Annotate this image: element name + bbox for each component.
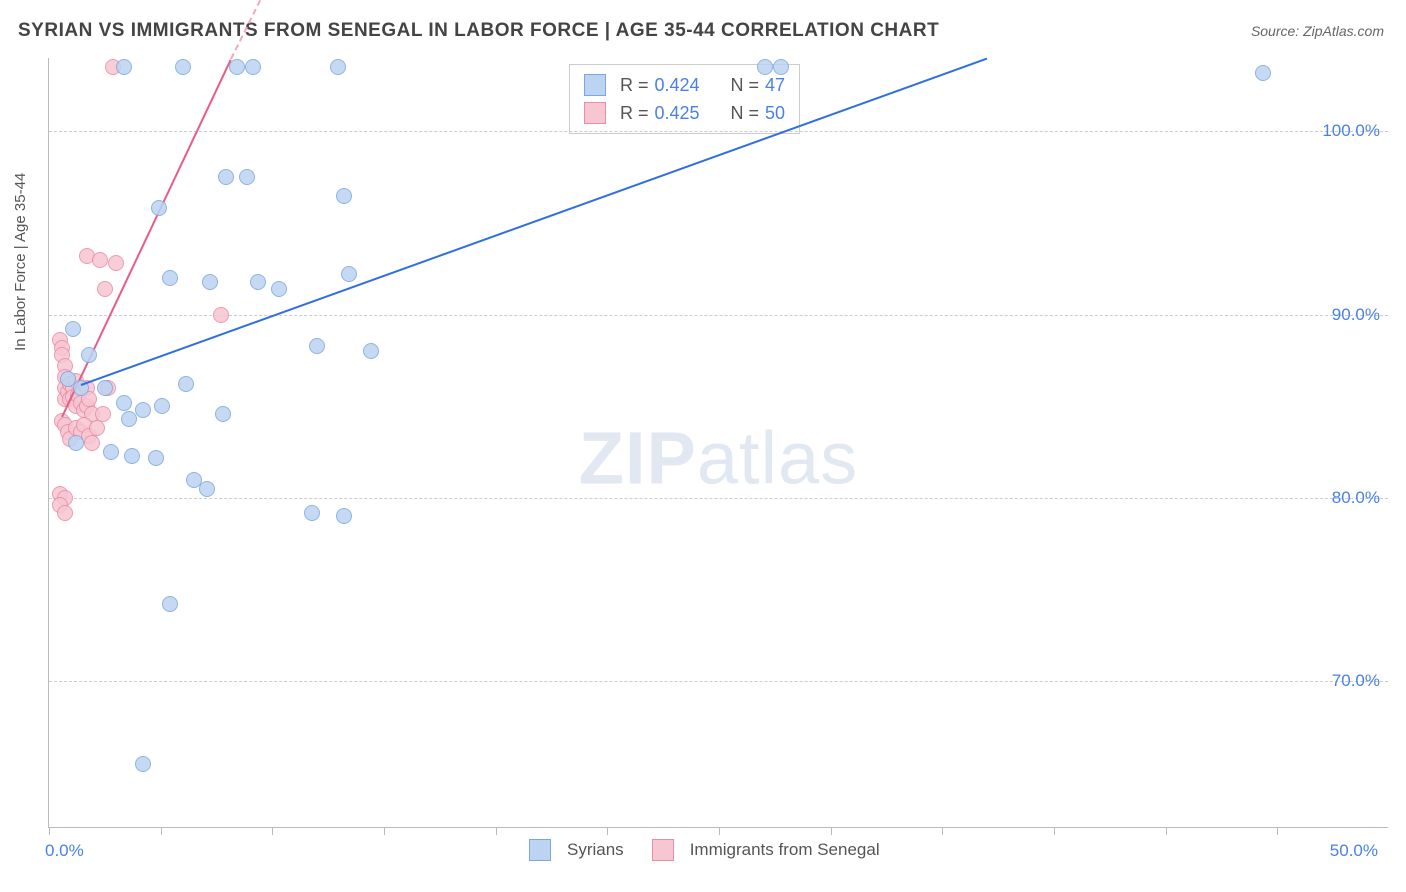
data-point — [103, 444, 119, 460]
data-point — [175, 59, 191, 75]
data-point — [65, 321, 81, 337]
data-point — [95, 406, 111, 422]
legend-swatch-senegal — [584, 102, 606, 124]
data-point — [84, 435, 100, 451]
x-tick — [607, 827, 608, 835]
trend-line — [61, 59, 232, 417]
data-point — [215, 406, 231, 422]
legend-label-syrians: Syrians — [567, 840, 624, 860]
r-label: R = — [620, 71, 649, 99]
data-point — [92, 252, 108, 268]
x-axis-max-label: 50.0% — [1330, 841, 1378, 861]
data-point — [135, 756, 151, 772]
chart-title: SYRIAN VS IMMIGRANTS FROM SENEGAL IN LAB… — [18, 20, 939, 42]
y-tick-label: 90.0% — [1332, 305, 1380, 325]
data-point — [68, 435, 84, 451]
x-tick — [161, 827, 162, 835]
data-point — [135, 402, 151, 418]
data-point — [116, 395, 132, 411]
data-point — [757, 59, 773, 75]
data-point — [304, 505, 320, 521]
legend-swatch-syrians — [584, 74, 606, 96]
data-point — [97, 281, 113, 297]
x-tick — [942, 827, 943, 835]
n-value-syrians: 47 — [765, 71, 785, 99]
data-point — [151, 200, 167, 216]
data-point — [229, 59, 245, 75]
legend-swatch-syrians — [529, 839, 551, 861]
data-point — [202, 274, 218, 290]
data-point — [108, 255, 124, 271]
data-point — [336, 508, 352, 524]
data-point — [89, 420, 105, 436]
x-tick — [49, 827, 50, 835]
x-tick — [831, 827, 832, 835]
data-point — [154, 398, 170, 414]
x-tick — [719, 827, 720, 835]
x-tick — [1277, 827, 1278, 835]
y-axis-title: In Labor Force | Age 35-44 — [12, 173, 29, 351]
n-label: N = — [731, 99, 760, 127]
y-tick-label: 100.0% — [1322, 121, 1380, 141]
x-tick — [496, 827, 497, 835]
gridline — [49, 498, 1388, 499]
data-point — [121, 411, 137, 427]
data-point — [124, 448, 140, 464]
legend-swatch-senegal — [652, 839, 674, 861]
trend-line — [81, 58, 988, 386]
data-point — [773, 59, 789, 75]
y-tick-label: 80.0% — [1332, 488, 1380, 508]
data-point — [245, 59, 261, 75]
x-tick — [1054, 827, 1055, 835]
r-label: R = — [620, 99, 649, 127]
data-point — [199, 481, 215, 497]
gridline — [49, 315, 1388, 316]
data-point — [330, 59, 346, 75]
series-legend: Syrians Immigrants from Senegal — [529, 839, 880, 861]
n-label: N = — [731, 71, 760, 99]
data-point — [341, 266, 357, 282]
x-tick — [1166, 827, 1167, 835]
data-point — [336, 188, 352, 204]
r-value-syrians: 0.424 — [655, 71, 711, 99]
data-point — [81, 347, 97, 363]
gridline — [49, 681, 1388, 682]
data-point — [250, 274, 266, 290]
data-point — [218, 169, 234, 185]
data-point — [162, 596, 178, 612]
watermark: ZIPatlas — [579, 415, 858, 500]
scatter-plot: ZIPatlas R = 0.424 N = 47 R = 0.425 N = … — [48, 58, 1388, 828]
data-point — [57, 505, 73, 521]
x-axis-min-label: 0.0% — [45, 841, 84, 861]
data-point — [97, 380, 113, 396]
data-point — [148, 450, 164, 466]
r-value-senegal: 0.425 — [655, 99, 711, 127]
x-tick — [272, 827, 273, 835]
x-tick — [384, 827, 385, 835]
data-point — [116, 59, 132, 75]
source-label: Source: ZipAtlas.com — [1251, 23, 1384, 39]
data-point — [363, 343, 379, 359]
data-point — [309, 338, 325, 354]
data-point — [162, 270, 178, 286]
y-tick-label: 70.0% — [1332, 671, 1380, 691]
n-value-senegal: 50 — [765, 99, 785, 127]
legend-label-senegal: Immigrants from Senegal — [690, 840, 880, 860]
data-point — [239, 169, 255, 185]
data-point — [1255, 65, 1271, 81]
data-point — [178, 376, 194, 392]
data-point — [213, 307, 229, 323]
gridline — [49, 131, 1388, 132]
data-point — [271, 281, 287, 297]
